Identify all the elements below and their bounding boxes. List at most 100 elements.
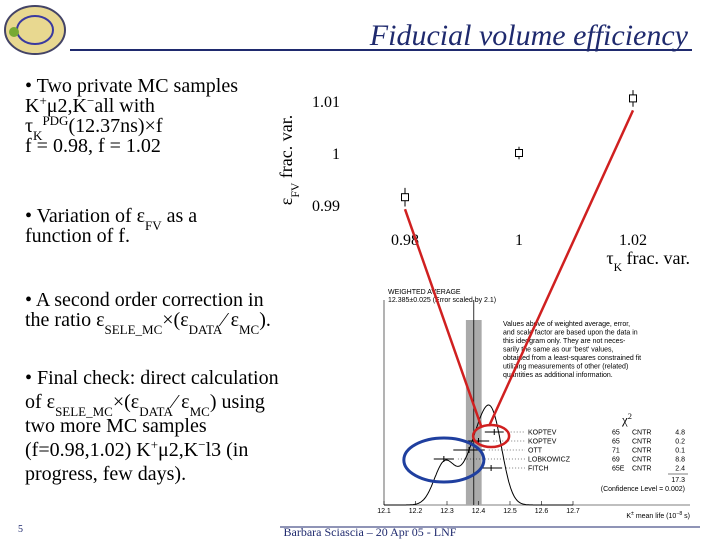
text-segment: MC [190,404,210,419]
text-segment: all with [94,95,155,117]
page-number: 5 [18,524,23,535]
bullet-line: • Final check: direct calculation [25,367,279,389]
text-segment: − [87,93,94,108]
highlight-red [471,423,511,449]
x-tick-label: 12.5 [503,508,517,515]
bullet-line: progress, few days). [25,463,186,485]
x-tick-label: 12.2 [409,508,423,515]
experiment-year: 69 [612,457,620,464]
y-tick-label: 0.99 [312,198,340,215]
x-tick-label: 12.6 [535,508,549,515]
text-segment: K [25,95,40,117]
title: Fiducial volume efficiency [369,19,689,52]
data-point [629,90,637,107]
text-segment: 2 [628,411,632,421]
experiment-year: 65 [612,430,620,437]
experiment-name: KOPTEV [528,439,557,446]
experiment-technique: CNTR [632,457,651,464]
text-segment: SELE_MC [104,322,162,337]
connector [403,208,483,427]
experiment-chi2: 0.2 [675,439,685,446]
experiment-chi2: 4.8 [675,430,685,437]
ideogram-note: sarily the same as our 'best' values, [503,347,614,354]
ideogram-x-label: K± mean life (10−8 s) [626,511,690,520]
text-segment: FV [145,218,162,233]
text-segment: ⁄ ε [218,309,239,331]
text-segment: χ [621,412,628,427]
experiment-name: FITCH [528,466,549,473]
ideogram-average: 12.385±0.025 (Error scaled by 2.1) [388,297,496,304]
ideogram-note: quantities as additional information. [503,372,613,379]
text-segment: l3 (in [206,439,249,461]
experiment-chi2: 8.8 [675,457,685,464]
text-segment: PDG [42,113,68,128]
bullet-line: two more MC samples [25,415,207,437]
bullet-line: f = 0.98, f = 1.02 [25,135,161,157]
experiment-technique: CNTR [632,448,651,455]
text-segment: • A second order correction in [25,289,264,311]
data-point [401,187,409,207]
text-segment: K [33,128,43,143]
text-segment: μ2,K [47,95,88,117]
ideogram-note: obtained from a least-squares constraine… [503,355,641,362]
experiment-year: 65E [612,466,625,473]
point-marker [515,149,523,157]
x-tick-label: 1 [515,232,523,249]
experiment-chi2: 0.1 [675,448,685,455]
text-segment: DATA [139,404,173,419]
text-segment: ⁄ ε [169,391,190,413]
text-segment: ± [631,511,634,517]
text-segment: SELE_MC [55,404,113,419]
text-segment: f = 0.98, f = 1.02 [25,135,161,157]
point-marker [401,193,409,202]
ideogram-note: and scale factor are based upon the data… [503,330,638,337]
text-segment: FV [289,182,302,198]
x-tick-label: 12.1 [377,508,391,515]
text-segment: frac. var. [622,248,690,268]
x-tick-label: 12.3 [440,508,454,515]
text-segment: ) using [210,391,265,413]
text-segment: K [614,261,623,274]
bullet-line: K+μ2,K−all with [25,93,155,118]
bullet-line: the ratio εSELE_MC×(εDATA⁄ εMC). [25,309,271,337]
text-segment: τ [606,248,613,268]
text-segment: of ε [25,391,55,413]
text-segment: function of f. [25,225,130,247]
x-tick-label: 12.4 [472,508,486,515]
text-segment: + [151,437,158,452]
text-segment: ×(ε [162,309,188,331]
x-tick-label: 12.7 [566,508,580,515]
text-segment: the ratio ε [25,309,104,331]
experiment-technique: CNTR [632,439,651,446]
bullet-line: • Two private MC samples [25,75,238,97]
ideogram-title: WEIGHTED AVERAGE [388,289,461,296]
experiment-technique: CNTR [632,430,651,437]
text-segment: DATA [189,322,223,337]
bullet-line: • A second order correction in [25,289,264,311]
text-segment: μ2,K [158,439,199,461]
experiment-technique: CNTR [632,466,651,473]
text-segment: + [39,93,46,108]
x-tick-label: 0.98 [391,232,419,249]
ideogram-note: this ideogram only. They are not neces- [503,338,626,345]
experiment-name: OTT [528,448,543,455]
ideogram-note: Values above of weighted average, error, [503,321,630,328]
text-segment: • Final check: direct calculation [25,367,279,389]
x-axis-label: τK frac. var. [606,248,690,274]
bullet-line: of εSELE_MC×(εDATA⁄ εMC) using [25,391,265,419]
text-segment: − [198,437,205,452]
text-segment: progress, few days). [25,463,186,485]
x-tick-label: 1.02 [619,232,647,249]
y-tick-label: 1 [332,146,340,163]
experiment-chi2: 2.4 [675,466,685,473]
text-segment: s) [682,513,690,520]
bullet-line: • Variation of εFV as a [25,205,197,233]
text-segment: ε [276,197,296,205]
experiment-name: LOBKOWICZ [528,457,571,464]
bullet-line: function of f. [25,225,130,247]
text-segment: • Two private MC samples [25,75,238,97]
text-segment: −8 [676,511,682,517]
footer-credit: Barbara Sciascia – 20 Apr 05 - LNF [284,525,457,539]
y-tick-label: 1.01 [312,94,340,111]
